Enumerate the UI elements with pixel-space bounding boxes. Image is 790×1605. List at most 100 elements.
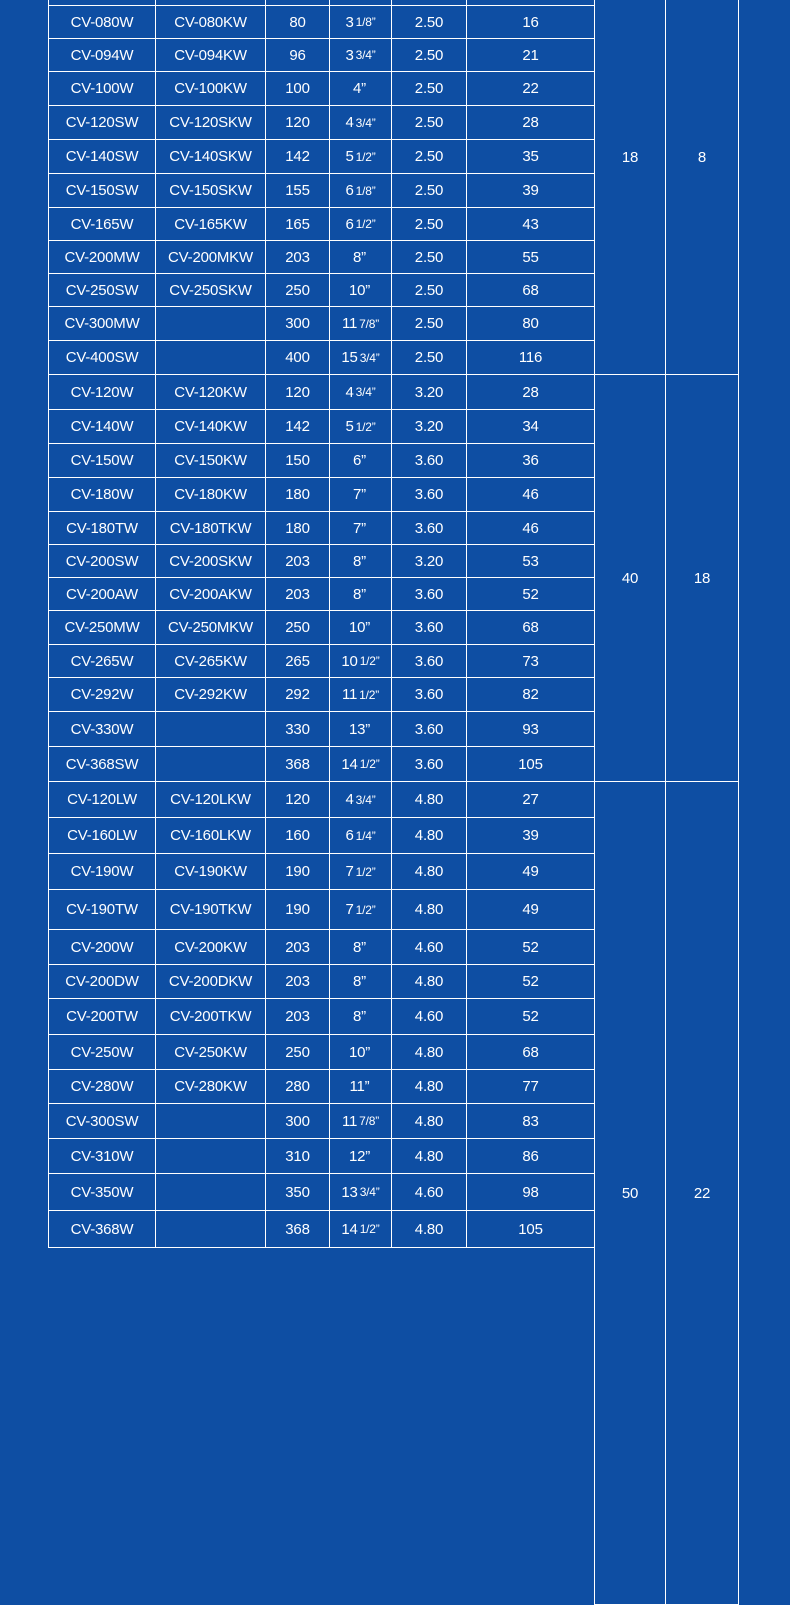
quantity-cell: 28 [466, 374, 595, 410]
model-text: CV-120LW [67, 791, 137, 808]
inch-whole: 8” [353, 248, 366, 266]
quantity-cell: 16 [466, 5, 595, 39]
thickness-text: 3.60 [414, 452, 444, 469]
inch-fraction: 1/2” [355, 149, 376, 164]
model-k-cell: CV-165KW [155, 207, 266, 241]
size-mm-text: 120 [285, 114, 310, 131]
size-mm-cell: 203 [265, 929, 330, 965]
model-cell: CV-120SW [48, 105, 156, 140]
quantity-text: 83 [522, 1112, 539, 1130]
quantity-cell: 82 [466, 677, 595, 712]
quantity-cell: 49 [466, 889, 595, 930]
model-cell: CV-200SW [48, 544, 156, 578]
inch-whole: 8” [353, 552, 366, 570]
size-mm-cell: 350 [265, 1173, 330, 1211]
size-mm-cell: 180 [265, 477, 330, 512]
merged-cell-a: 40 [594, 374, 666, 782]
model-k-text: CV-150KW [174, 452, 247, 469]
quantity-text: 36 [522, 452, 539, 469]
model-k-cell [155, 711, 266, 747]
size-inch-cell: 8” [329, 544, 392, 578]
model-text: CV-080W [70, 13, 134, 31]
quantity-cell: 52 [466, 577, 595, 611]
model-text: CV-200MW [64, 248, 140, 266]
size-mm-cell: 96 [265, 38, 330, 72]
thickness-text: 2.50 [414, 114, 444, 131]
merged-cell-a: 18 [594, 0, 666, 375]
model-k-text: CV-190TKW [169, 901, 252, 918]
model-text: CV-190W [70, 863, 134, 880]
quantity-cell: 73 [466, 644, 595, 678]
quantity-text: 80 [522, 315, 539, 332]
inch-whole: 5 [345, 418, 354, 435]
model-cell: CV-292W [48, 677, 156, 712]
size-inch-cell: 4” [329, 71, 392, 106]
size-inch-cell: 4 3/4” [329, 374, 392, 410]
size-inch-cell: 11 7/8” [329, 1103, 392, 1139]
thickness-text: 3.20 [414, 383, 444, 401]
model-k-text: CV-180TKW [169, 519, 252, 537]
model-k-cell [155, 1210, 266, 1248]
size-inch-cell: 8” [329, 929, 392, 965]
model-text: CV-368SW [65, 755, 139, 773]
size-mm-cell: 250 [265, 610, 330, 645]
size-mm-text: 180 [285, 519, 310, 537]
model-k-text: CV-200AKW [169, 585, 252, 603]
inch-whole: 4 [345, 791, 354, 808]
thickness-text: 3.20 [414, 418, 444, 435]
quantity-cell: 86 [466, 1138, 595, 1174]
quantity-cell: 116 [466, 340, 595, 375]
size-mm-text: 203 [285, 973, 310, 990]
quantity-text: 77 [522, 1078, 539, 1095]
model-cell: CV-190W [48, 853, 156, 890]
model-cell: CV-368SW [48, 746, 156, 782]
model-cell: CV-265W [48, 644, 156, 678]
model-text: CV-100W [70, 80, 134, 97]
model-text: CV-300MW [64, 315, 140, 332]
model-text: CV-150W [70, 452, 134, 469]
model-text: CV-200SW [65, 552, 139, 570]
quantity-cell: 39 [466, 817, 595, 854]
size-mm-cell: 120 [265, 374, 330, 410]
thickness-cell: 4.60 [391, 1173, 467, 1211]
model-k-text: CV-200SKW [169, 552, 252, 570]
thickness-cell: 4.80 [391, 853, 467, 890]
inch-whole: 11 [341, 315, 358, 332]
size-mm-text: 155 [285, 182, 310, 199]
size-mm-cell: 165 [265, 207, 330, 241]
quantity-text: 73 [522, 652, 539, 670]
model-cell: CV-150W [48, 443, 156, 478]
thickness-cell: 2.50 [391, 240, 467, 274]
quantity-text: 68 [522, 1043, 539, 1061]
thickness-cell: 3.20 [391, 544, 467, 578]
size-mm-cell: 310 [265, 1138, 330, 1174]
thickness-cell: 2.50 [391, 207, 467, 241]
thickness-text: 4.80 [414, 1220, 444, 1238]
thickness-cell: 2.50 [391, 5, 467, 39]
size-inch-cell: 15 3/4” [329, 340, 392, 375]
quantity-text: 53 [522, 552, 539, 570]
model-k-text: CV-180KW [174, 486, 247, 503]
quantity-cell: 52 [466, 929, 595, 965]
model-k-text: CV-200MKW [168, 248, 253, 266]
size-mm-text: 80 [289, 13, 306, 31]
thickness-text: 4.60 [414, 1008, 444, 1025]
size-mm-text: 190 [285, 901, 310, 918]
size-mm-text: 203 [285, 585, 310, 603]
quantity-text: 116 [518, 349, 543, 366]
merged-value-a: 18 [621, 148, 639, 166]
size-mm-cell: 400 [265, 340, 330, 375]
quantity-cell: 34 [466, 409, 595, 444]
quantity-cell: 21 [466, 38, 595, 72]
size-inch-cell: 5 1/2” [329, 139, 392, 174]
model-k-text: CV-120SKW [169, 114, 252, 131]
model-text: CV-120SW [65, 114, 139, 131]
thickness-text: 2.50 [414, 215, 444, 233]
thickness-cell: 3.60 [391, 610, 467, 645]
size-inch-cell: 4 3/4” [329, 105, 392, 140]
size-mm-text: 96 [289, 46, 306, 64]
model-cell: CV-200MW [48, 240, 156, 274]
model-k-text: CV-120KW [174, 383, 247, 401]
model-text: CV-250W [70, 1043, 134, 1061]
size-inch-cell: 11” [329, 1069, 392, 1104]
